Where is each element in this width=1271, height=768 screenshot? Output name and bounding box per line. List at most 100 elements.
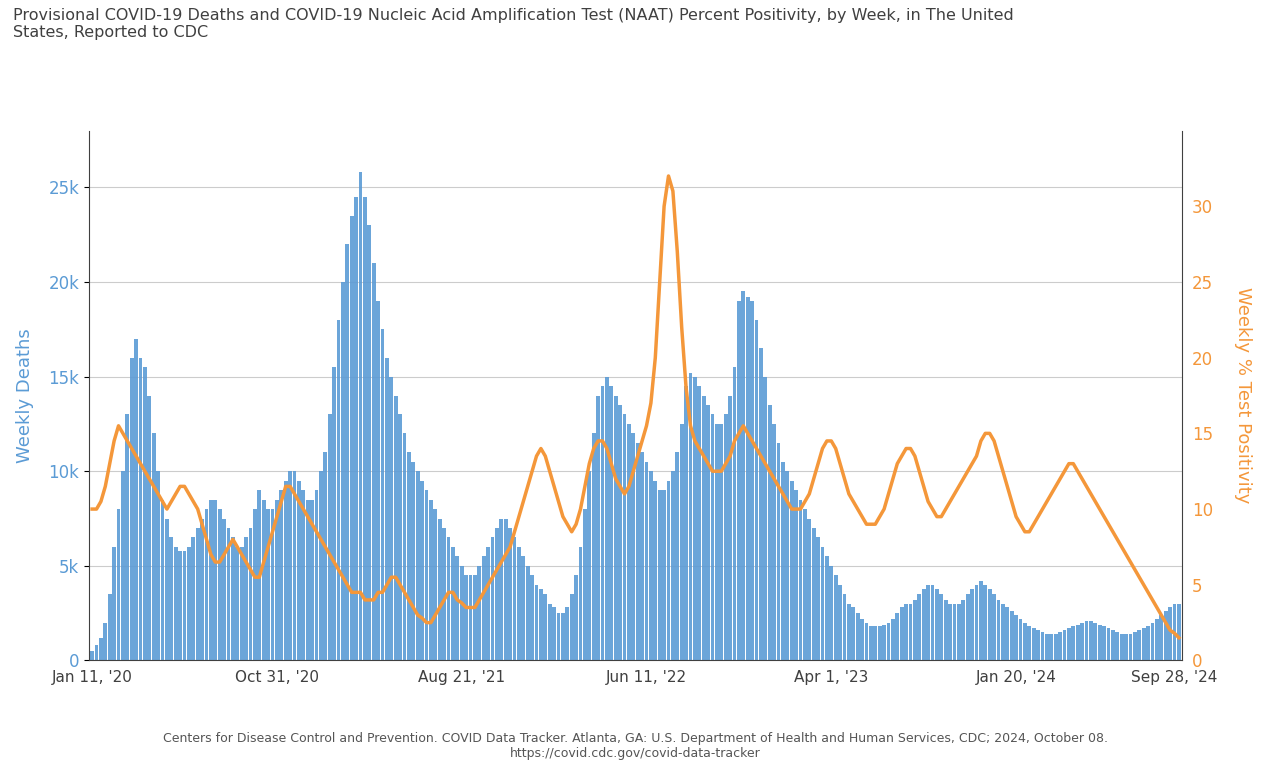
Bar bbox=[953, 604, 956, 660]
Bar bbox=[147, 396, 151, 660]
Bar bbox=[904, 604, 907, 660]
Bar bbox=[1141, 628, 1145, 660]
Bar bbox=[737, 301, 741, 660]
Bar bbox=[746, 297, 750, 660]
Bar bbox=[1010, 611, 1013, 660]
Bar bbox=[984, 584, 988, 660]
Text: Provisional COVID-19 Deaths and COVID-19 Nucleic Acid Amplification Test (NAAT) : Provisional COVID-19 Deaths and COVID-19… bbox=[13, 8, 1013, 40]
Bar bbox=[376, 301, 380, 660]
Bar bbox=[944, 600, 947, 660]
Bar bbox=[544, 594, 547, 660]
Bar bbox=[491, 538, 494, 660]
Bar bbox=[521, 556, 525, 660]
Bar bbox=[425, 490, 428, 660]
Bar bbox=[605, 376, 609, 660]
Bar bbox=[993, 594, 996, 660]
Bar bbox=[1045, 634, 1049, 660]
Bar bbox=[1089, 621, 1093, 660]
Bar bbox=[921, 588, 925, 660]
Bar bbox=[1018, 619, 1022, 660]
Bar bbox=[367, 225, 371, 660]
Bar bbox=[99, 637, 103, 660]
Bar bbox=[627, 424, 630, 660]
Bar bbox=[975, 584, 979, 660]
Bar bbox=[900, 607, 904, 660]
Bar bbox=[231, 538, 235, 660]
Bar bbox=[381, 329, 384, 660]
Bar bbox=[764, 376, 768, 660]
Bar bbox=[1098, 624, 1102, 660]
Bar bbox=[446, 538, 450, 660]
Bar bbox=[773, 424, 775, 660]
Bar bbox=[341, 282, 344, 660]
Bar bbox=[913, 600, 916, 660]
Bar bbox=[719, 424, 723, 660]
Bar bbox=[759, 348, 763, 660]
Bar bbox=[1173, 604, 1176, 660]
Bar bbox=[1116, 632, 1118, 660]
Y-axis label: Weekly % Test Positivity: Weekly % Test Positivity bbox=[1234, 287, 1252, 504]
Bar bbox=[280, 490, 283, 660]
Bar bbox=[1023, 623, 1027, 660]
Bar bbox=[530, 575, 534, 660]
Bar bbox=[658, 490, 661, 660]
Bar bbox=[403, 433, 407, 660]
Bar bbox=[785, 472, 789, 660]
Bar bbox=[789, 481, 793, 660]
Bar bbox=[1032, 628, 1036, 660]
Bar bbox=[961, 600, 965, 660]
Bar bbox=[825, 556, 829, 660]
Bar bbox=[1002, 604, 1004, 660]
Bar bbox=[548, 604, 552, 660]
Bar bbox=[464, 575, 468, 660]
Bar bbox=[1120, 634, 1124, 660]
Bar bbox=[258, 490, 261, 660]
Bar bbox=[891, 619, 895, 660]
Bar bbox=[587, 472, 591, 660]
Bar bbox=[508, 528, 512, 660]
Bar bbox=[512, 538, 516, 660]
Bar bbox=[794, 490, 798, 660]
Bar bbox=[482, 556, 486, 660]
Bar bbox=[1150, 623, 1154, 660]
Bar bbox=[755, 319, 759, 660]
Bar bbox=[1075, 624, 1079, 660]
Bar bbox=[1177, 604, 1181, 660]
Bar bbox=[689, 372, 693, 660]
Bar bbox=[1129, 634, 1132, 660]
Bar bbox=[1068, 628, 1070, 660]
Bar bbox=[939, 594, 943, 660]
Bar bbox=[153, 433, 155, 660]
Bar bbox=[332, 367, 336, 660]
Bar bbox=[807, 518, 811, 660]
Bar bbox=[156, 472, 160, 660]
Bar bbox=[852, 607, 855, 660]
Bar bbox=[979, 581, 982, 660]
Bar bbox=[244, 538, 248, 660]
Bar bbox=[710, 415, 714, 660]
Bar bbox=[1168, 607, 1172, 660]
Bar bbox=[90, 651, 94, 660]
Bar bbox=[283, 481, 287, 660]
Bar bbox=[1125, 634, 1127, 660]
Bar bbox=[95, 645, 98, 660]
Bar bbox=[267, 509, 269, 660]
Bar bbox=[169, 538, 173, 660]
Bar bbox=[421, 481, 425, 660]
Bar bbox=[1132, 632, 1136, 660]
Bar bbox=[385, 358, 389, 660]
Bar bbox=[1014, 615, 1018, 660]
Bar bbox=[407, 452, 411, 660]
Bar bbox=[262, 500, 266, 660]
Bar bbox=[732, 367, 736, 660]
Bar bbox=[249, 528, 253, 660]
Bar bbox=[653, 481, 657, 660]
Bar bbox=[416, 472, 419, 660]
Bar bbox=[526, 566, 530, 660]
Bar bbox=[1164, 611, 1168, 660]
Bar bbox=[500, 518, 503, 660]
Bar bbox=[1041, 632, 1045, 660]
Bar bbox=[214, 500, 217, 660]
Bar bbox=[364, 197, 367, 660]
Bar bbox=[614, 396, 618, 660]
